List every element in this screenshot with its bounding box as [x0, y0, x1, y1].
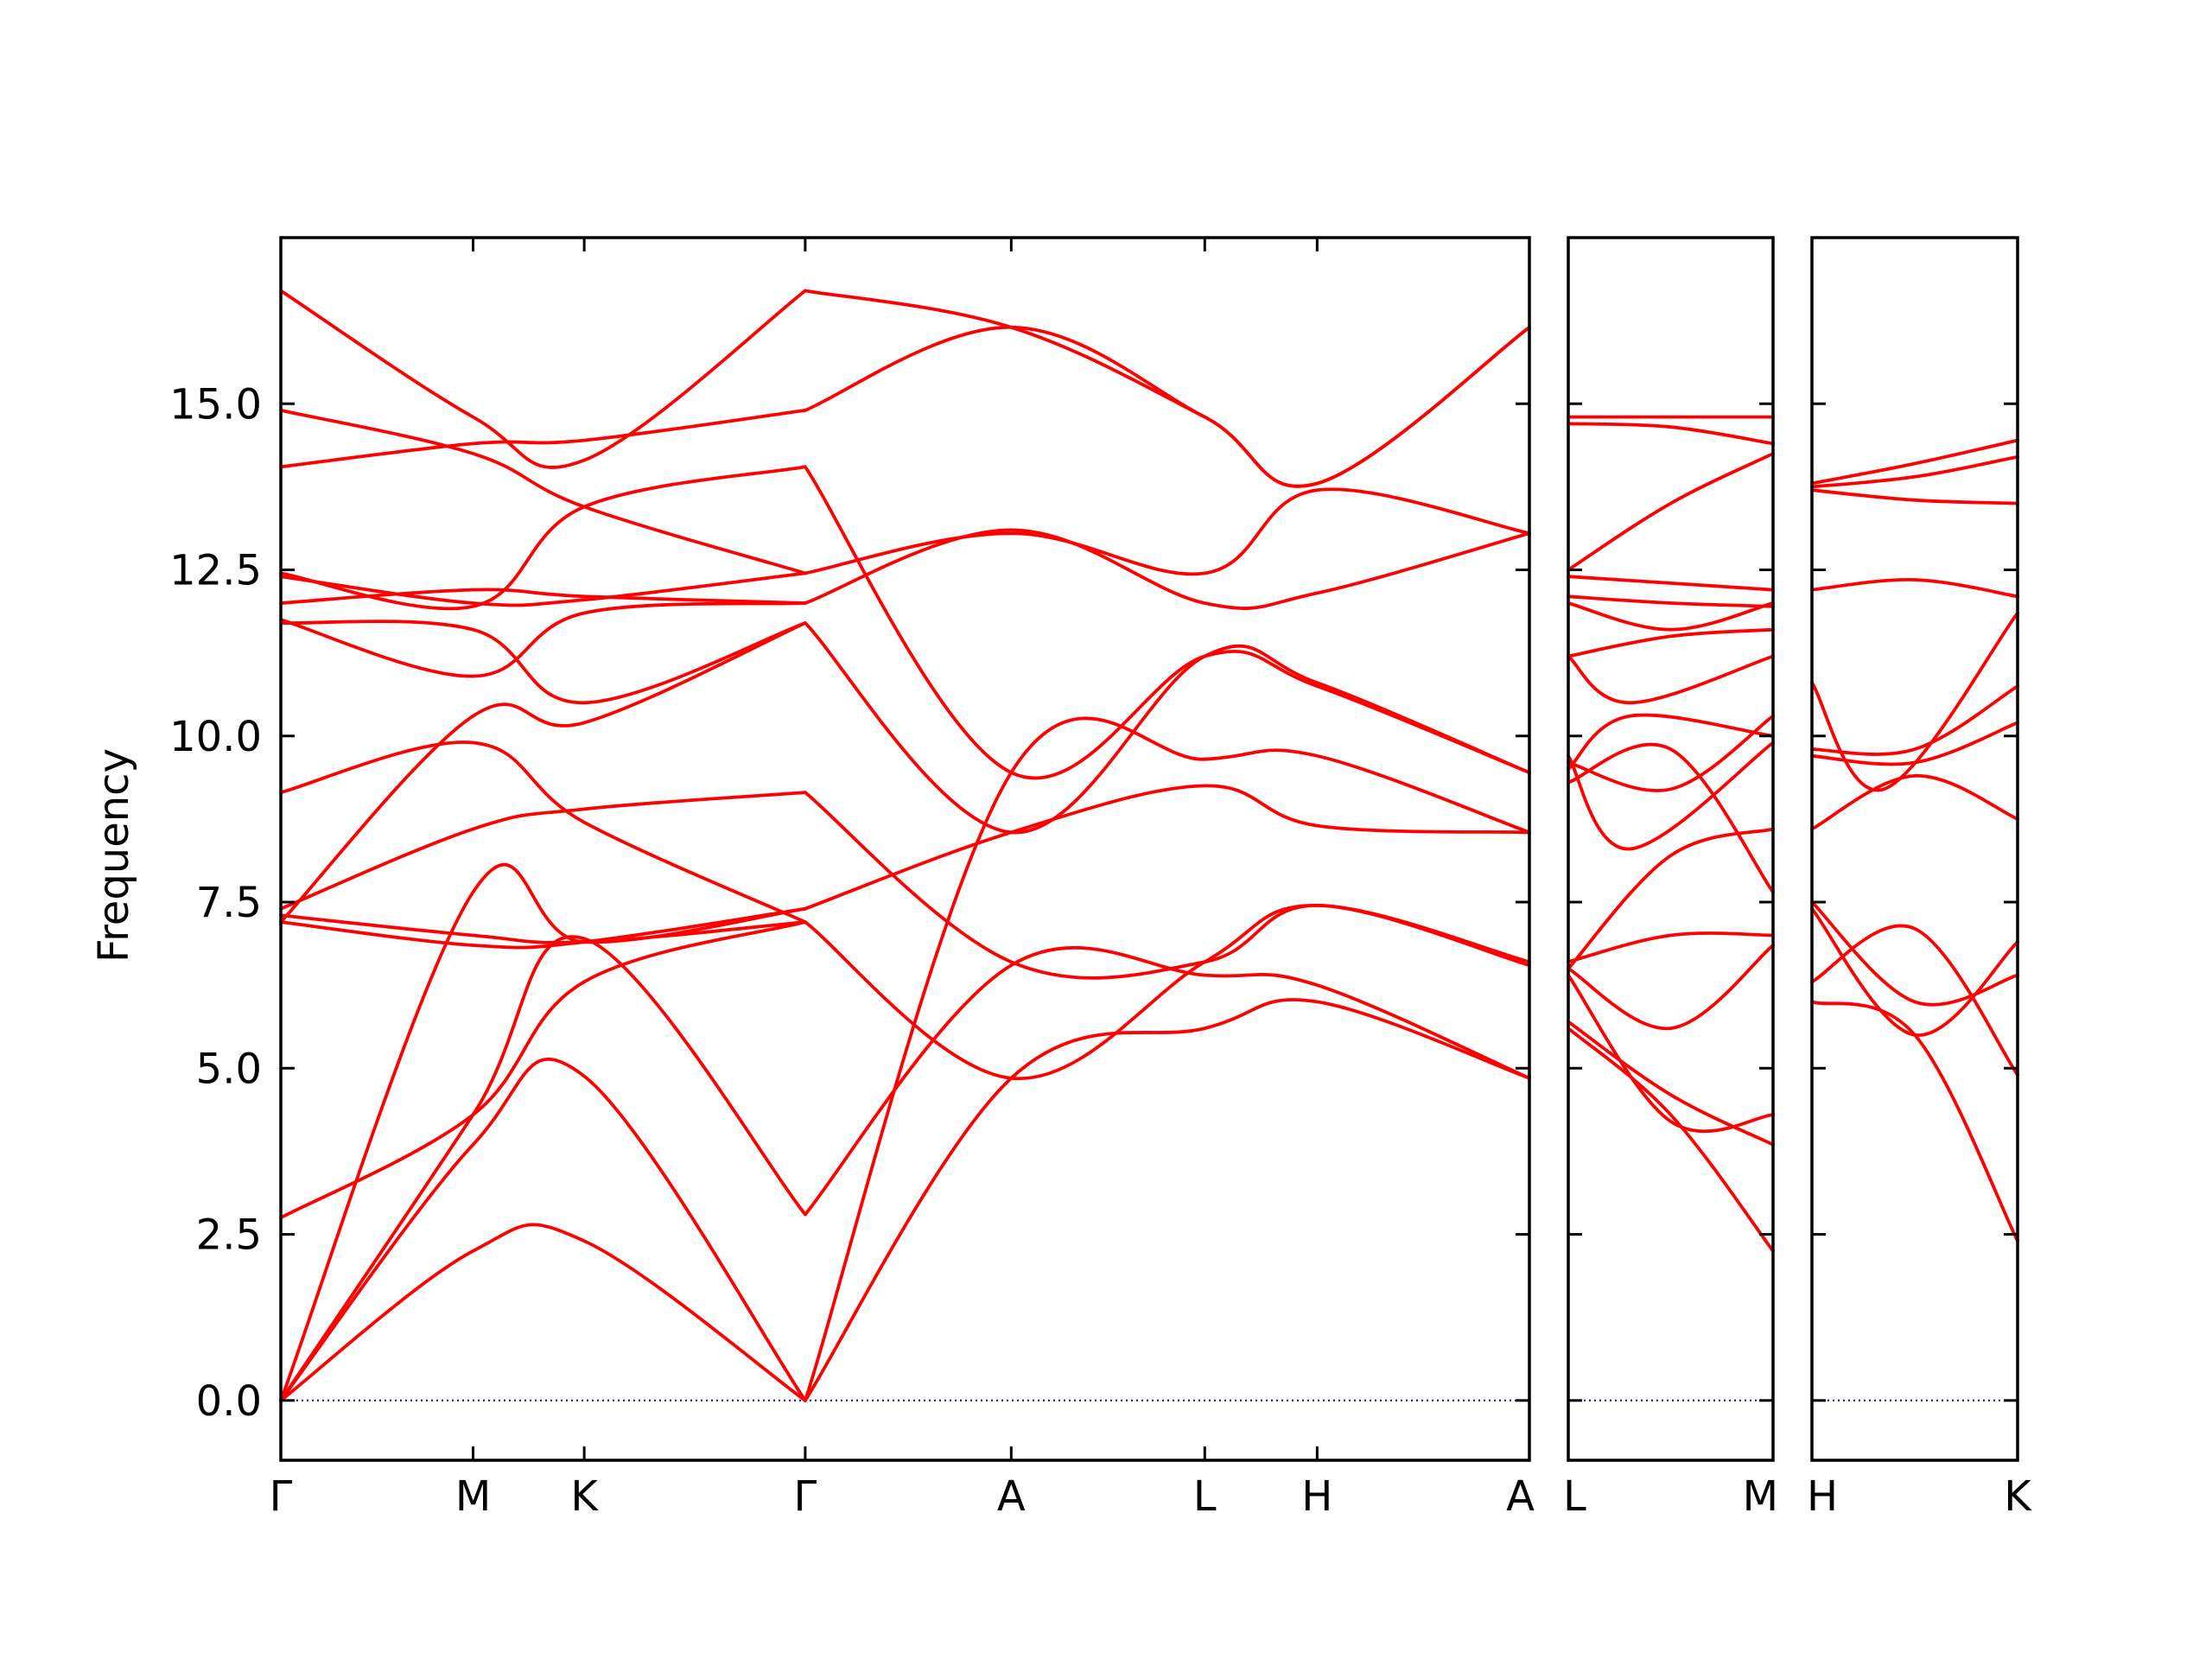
y-tick-label-2: 5.0: [196, 1045, 262, 1093]
band-0-0: [279, 1223, 807, 1402]
band-0-23: [804, 791, 1531, 980]
band-0-13: [279, 465, 807, 611]
band-0-6: [279, 913, 807, 944]
band-2-4: [1810, 773, 2019, 831]
band-2-8: [1810, 578, 2019, 599]
band-0-9: [279, 621, 807, 924]
band-0-17: [279, 289, 807, 469]
x-tick-label-2-0: H: [1807, 1472, 1838, 1521]
band-1-9: [1567, 713, 1775, 772]
band-1-4: [1567, 931, 1775, 964]
panel-frame-2: [1810, 236, 2019, 1462]
band-0-27: [804, 465, 1531, 780]
y-tick-label-0: 0.0: [196, 1377, 262, 1426]
x-tick-label-1-1: M: [1743, 1472, 1778, 1521]
band-0-24: [804, 621, 1531, 835]
band-0-5: [279, 906, 807, 950]
band-0-10: [279, 620, 807, 705]
x-tick-label-0-5: L: [1193, 1472, 1217, 1521]
band-0-15: [279, 409, 807, 575]
band-1-7: [1567, 714, 1775, 792]
band-0-22: [804, 784, 1531, 911]
band-0-11: [279, 601, 807, 678]
panel-frame-0: [279, 236, 1531, 1462]
y-tick-label-1: 2.5: [196, 1211, 262, 1260]
x-tick-label-0-0: Γ: [270, 1472, 293, 1521]
band-0-20: [804, 945, 1531, 1217]
y-tick-label-5: 12.5: [169, 547, 262, 595]
band-1-6: [1567, 742, 1775, 894]
band-1-8: [1567, 741, 1775, 851]
band-1-16: [1567, 422, 1775, 446]
band-0-16: [279, 409, 807, 469]
band-2-3: [1810, 900, 2019, 1007]
band-0-14: [279, 571, 807, 607]
x-tick-label-0-4: A: [997, 1472, 1026, 1521]
x-tick-label-0-7: A: [1506, 1472, 1535, 1521]
band-0-4: [279, 920, 807, 1220]
y-tick-label-6: 15.0: [169, 380, 262, 429]
x-tick-label-0-1: M: [455, 1472, 491, 1521]
band-0-26: [804, 487, 1531, 576]
band-1-13: [1567, 594, 1775, 608]
band-2-6: [1810, 684, 2019, 756]
band-2-10: [1810, 454, 2019, 489]
band-1-10: [1567, 654, 1775, 705]
band-2-9: [1810, 488, 2019, 505]
x-tick-label-0-2: K: [570, 1472, 599, 1521]
band-2-2: [1810, 906, 2019, 1037]
band-1-15: [1567, 452, 1775, 572]
band-0-2: [279, 935, 807, 1402]
band-1-14: [1567, 575, 1775, 592]
band-0-12: [279, 588, 807, 605]
x-tick-label-2-1: K: [2004, 1472, 2032, 1521]
band-0-29: [804, 289, 1531, 488]
band-0-8: [279, 741, 807, 924]
x-tick-label-0-6: H: [1301, 1472, 1332, 1521]
band-2-7: [1810, 611, 2019, 792]
band-0-19: [804, 716, 1531, 1402]
y-axis-label: Frequency: [90, 748, 138, 963]
band-1-0: [1567, 1027, 1775, 1253]
band-2-0: [1810, 1000, 2019, 1243]
y-tick-label-4: 10.0: [169, 713, 262, 761]
band-1-1: [1567, 1020, 1775, 1147]
band-1-2: [1567, 973, 1775, 1133]
y-tick-label-3: 7.5: [196, 879, 262, 927]
band-0-25: [804, 528, 1531, 610]
panel-frame-1: [1567, 236, 1775, 1462]
band-1-5: [1567, 827, 1775, 970]
band-0-1: [279, 1058, 807, 1402]
x-tick-label-1-0: L: [1563, 1472, 1586, 1521]
band-0-28: [804, 325, 1531, 488]
band-0-18: [804, 998, 1531, 1402]
band-1-12: [1567, 601, 1775, 632]
band-2-11: [1810, 438, 2019, 486]
x-tick-label-0-3: Γ: [794, 1472, 817, 1521]
band-0-21: [804, 903, 1531, 1081]
band-2-1: [1810, 924, 2019, 1077]
band-0-7: [279, 791, 807, 911]
band-1-11: [1567, 627, 1775, 658]
band-1-3: [1567, 944, 1775, 1031]
